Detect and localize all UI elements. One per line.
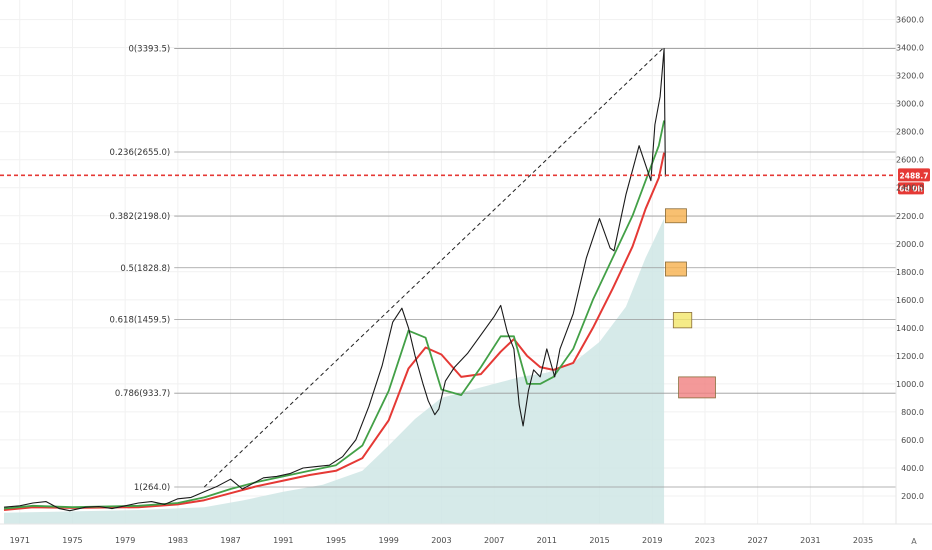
area-layer <box>3 218 665 524</box>
x-tick-label: 2027 <box>747 536 767 545</box>
y-tick-label: 1200.0 <box>896 352 924 361</box>
y-tick-label: 2800.0 <box>896 128 924 137</box>
area-series <box>3 218 665 524</box>
x-tick-label: 2035 <box>853 536 873 545</box>
y-tick-label: 3600.0 <box>896 16 924 25</box>
countdown-badge <box>898 182 924 195</box>
x-tick-label: 1987 <box>220 536 240 545</box>
y-tick-label: 800.0 <box>901 408 924 417</box>
fast-moving-average-line <box>3 120 665 510</box>
x-tick-label: 1975 <box>62 536 82 545</box>
price-axis[interactable]: 200.0 400.0 600.0 800.0 1000.0 1200.0 1400.0 16… <box>896 16 924 501</box>
y-tick-label: 200.0 <box>901 492 924 501</box>
series-layer <box>3 48 666 512</box>
target-zone-box[interactable] <box>672 312 693 329</box>
y-tick-label: 2200.0 <box>896 212 924 221</box>
target-zone-box[interactable] <box>665 208 687 224</box>
time-axis[interactable]: 1971 1975 1979 1983 1987 1991 1995 1999 2003 2007… <box>10 536 874 545</box>
target-zone-box[interactable] <box>678 376 716 399</box>
fib-level-label: 0.618(1459.5) <box>110 316 171 326</box>
slow-moving-average-line <box>3 152 666 511</box>
x-tick-label: 1971 <box>10 536 30 545</box>
y-tick-label: 1000.0 <box>896 380 924 389</box>
x-tick-label: 1991 <box>273 536 293 545</box>
x-tick-label: 1995 <box>326 536 346 545</box>
fibonacci-levels[interactable]: 0(3393.5) 0.236(2655.0) 0.382(2198.0) 0.5(1… <box>110 45 896 493</box>
y-tick-label: 3000.0 <box>896 100 924 109</box>
trendline-layer[interactable] <box>203 48 664 488</box>
y-tick-label: 2400.0 <box>896 184 924 193</box>
x-tick-label: 2003 <box>431 536 451 545</box>
zone-layer[interactable] <box>665 208 716 399</box>
y-tick-label: 1600.0 <box>896 296 924 305</box>
fib-level-label: 0.786(933.7) <box>115 389 170 399</box>
fib-level-label: 0.5(1828.8) <box>120 264 170 274</box>
y-tick-label: 3400.0 <box>896 44 924 53</box>
x-tick-label: 2007 <box>484 536 504 545</box>
y-tick-label: 1400.0 <box>896 324 924 333</box>
fib-level-label: 0.236(2655.0) <box>110 148 171 158</box>
x-tick-label: 1979 <box>115 536 135 545</box>
y-tick-label: 400.0 <box>901 464 924 473</box>
y-tick-label: 2600.0 <box>896 156 924 165</box>
price-line <box>3 48 666 512</box>
target-zone-box[interactable] <box>665 261 687 277</box>
fib-level-label: 0(3393.5) <box>128 45 170 55</box>
x-tick-label: 2031 <box>800 536 820 545</box>
countdown-label: 6d 0h <box>899 184 923 193</box>
fib-level-label: 0.382(2198.0) <box>110 212 171 222</box>
x-tick-label: 2019 <box>642 536 662 545</box>
current-price-layer: 2488.7 6d 0h <box>0 168 930 195</box>
fib-trendline[interactable] <box>203 48 664 488</box>
y-tick-label: 1800.0 <box>896 268 924 277</box>
x-tick-label: 2023 <box>695 536 715 545</box>
auto-scale-toggle[interactable]: A <box>911 537 917 546</box>
x-tick-label: 1983 <box>168 536 188 545</box>
y-tick-label: 2000.0 <box>896 240 924 249</box>
current-price-label: 2488.7 <box>900 171 929 180</box>
y-tick-label: 600.0 <box>901 436 924 445</box>
x-tick-label: 2015 <box>589 536 609 545</box>
y-tick-label: 3200.0 <box>896 72 924 81</box>
x-tick-label: 1999 <box>379 536 399 545</box>
fib-level-label: 1(264.0) <box>134 483 170 493</box>
current-price-badge <box>898 168 930 182</box>
x-tick-label: 2011 <box>537 536 557 545</box>
